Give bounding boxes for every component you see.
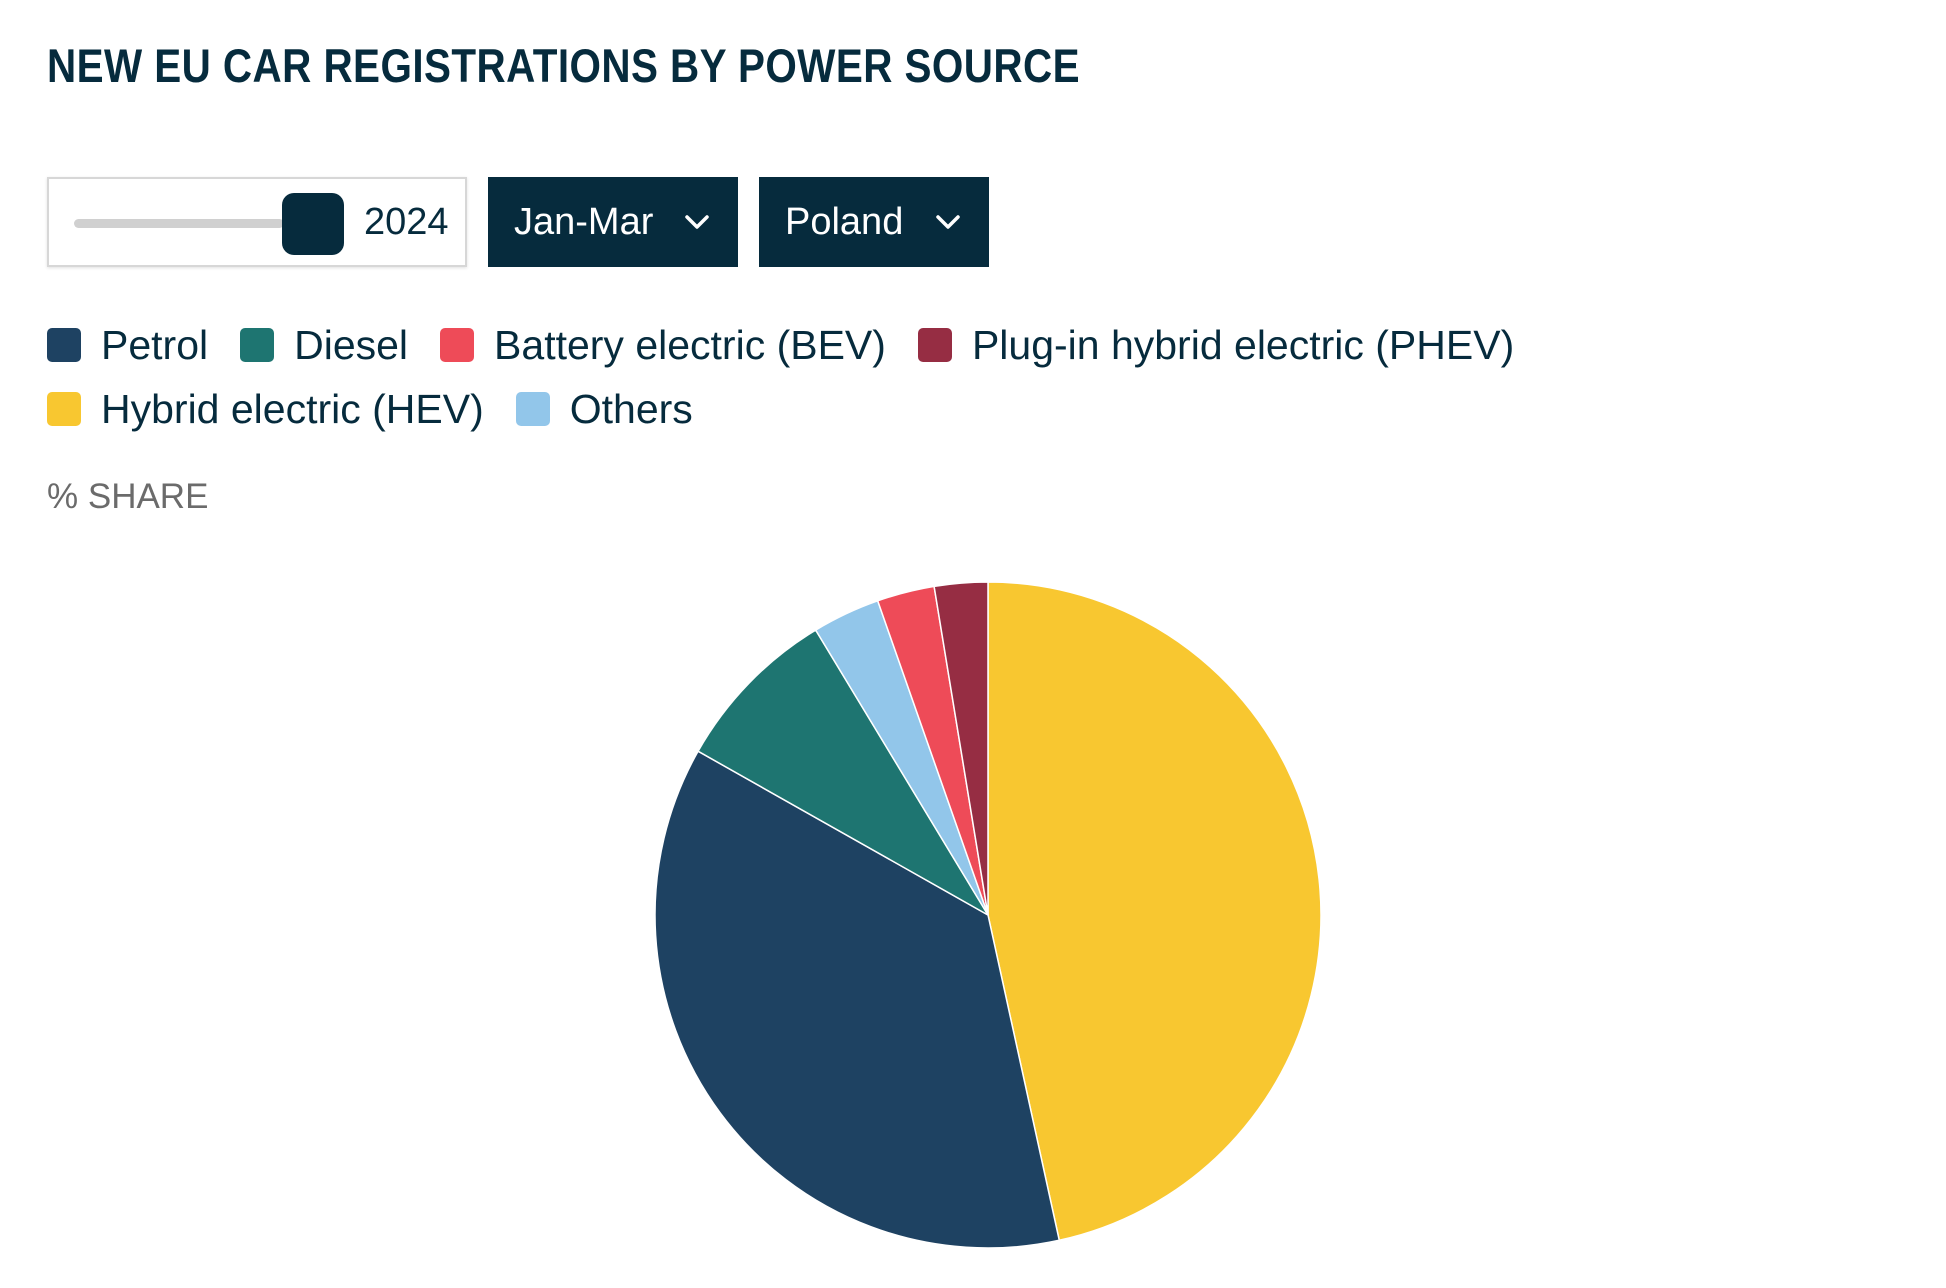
- legend-label-phev: Plug-in hybrid electric (PHEV): [971, 321, 1515, 368]
- legend-item-hev[interactable]: Hybrid electric (HEV): [47, 386, 484, 432]
- legend-item-diesel[interactable]: Diesel: [240, 322, 408, 368]
- year-slider[interactable]: 2024: [47, 177, 467, 267]
- chevron-down-icon: [936, 215, 960, 229]
- legend-item-petrol[interactable]: Petrol: [47, 322, 208, 368]
- legend-item-bev[interactable]: Battery electric (BEV): [440, 322, 886, 368]
- legend-swatch-diesel: [240, 328, 275, 362]
- legend-label-hev: Hybrid electric (HEV): [101, 385, 484, 432]
- pie-slice-hybrid-electric-hev[interactable]: [987, 581, 1322, 1242]
- chart-title: NEW EU CAR REGISTRATIONS BY POWER SOURCE: [47, 39, 1081, 92]
- legend-swatch-phev: [917, 328, 952, 362]
- pie-slice-diesel[interactable]: [697, 629, 989, 916]
- legend-label-bev: Battery electric (BEV): [494, 321, 886, 368]
- unit-label: % SHARE: [47, 477, 209, 516]
- country-dropdown-label: Poland: [785, 200, 904, 243]
- legend-swatch-others: [515, 392, 550, 426]
- pie-slice-plug-in-hybrid-electric-phev[interactable]: [933, 581, 989, 916]
- legend-swatch-hev: [47, 392, 81, 426]
- period-dropdown[interactable]: Jan-Mar: [488, 177, 738, 267]
- chevron-down-icon: [685, 215, 709, 229]
- period-dropdown-label: Jan-Mar: [514, 200, 654, 243]
- slider-year-value: 2024: [364, 201, 449, 243]
- country-dropdown[interactable]: Poland: [759, 177, 989, 267]
- chart-controls: 2024 Jan-Mar Poland: [47, 177, 989, 267]
- legend-swatch-bev: [440, 328, 475, 362]
- slider-thumb[interactable]: [282, 193, 344, 255]
- legend-item-phev[interactable]: Plug-in hybrid electric (PHEV): [917, 321, 1515, 368]
- legend-label-others: Others: [569, 385, 693, 432]
- slider-track[interactable]: [74, 219, 284, 228]
- legend-swatch-petrol: [47, 328, 81, 362]
- legend-label-diesel: Diesel: [294, 321, 409, 368]
- legend-label-petrol: Petrol: [101, 321, 209, 368]
- chart-legend: Petrol Diesel Battery electric (BEV) Plu…: [47, 322, 1907, 432]
- pie-slice-petrol[interactable]: [654, 750, 1061, 1249]
- legend-item-others[interactable]: Others: [515, 385, 693, 432]
